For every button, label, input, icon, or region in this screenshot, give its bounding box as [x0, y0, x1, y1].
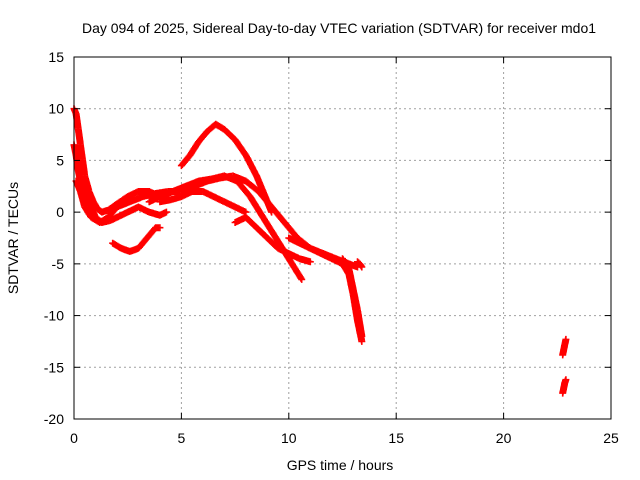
- data-point: [156, 224, 164, 232]
- data-point: [242, 177, 262, 195]
- data-point: [358, 263, 366, 271]
- data-point: [156, 188, 175, 201]
- data-point: [562, 335, 570, 343]
- data-point: [281, 219, 300, 241]
- data-point: [259, 213, 279, 241]
- series-pass-m: [559, 376, 570, 397]
- data-point: [231, 136, 249, 158]
- y-tick-label: -20: [44, 411, 64, 427]
- data-point: [263, 234, 281, 251]
- data-point: [242, 213, 259, 231]
- series-pass-h: [231, 213, 314, 266]
- x-axis-label: GPS time / hours: [287, 457, 394, 473]
- data-point: [126, 193, 145, 206]
- data-point: [177, 152, 193, 170]
- axis-ticks: 0 5 10 15 20 25 15 10 5 0 -5 -10 -15 -20: [44, 49, 619, 446]
- x-tick-label: 15: [388, 430, 404, 446]
- series-pass-g: [156, 188, 250, 216]
- data-point: [186, 139, 202, 159]
- x-tick-label: 5: [178, 430, 186, 446]
- data-point: [134, 235, 150, 252]
- data-point: [233, 177, 253, 199]
- x-tick-label: 10: [281, 430, 297, 446]
- y-tick-label: -5: [52, 256, 65, 272]
- series-pass-d: [145, 172, 306, 283]
- data-point: [104, 204, 120, 221]
- series-pass-e: [177, 120, 276, 216]
- data-point: [356, 260, 365, 270]
- data-point: [85, 198, 99, 220]
- data-point: [113, 198, 133, 211]
- data-point: [220, 125, 238, 143]
- series-pass-f: [109, 224, 164, 255]
- data-point: [354, 258, 363, 267]
- data-point: [169, 183, 188, 195]
- x-tick-label: 20: [496, 430, 512, 446]
- x-tick-label: 0: [70, 430, 78, 446]
- grid: [74, 57, 611, 419]
- data-point: [242, 151, 260, 179]
- y-tick-label: 10: [48, 101, 64, 117]
- series-pass-k: [354, 258, 366, 271]
- data-point: [253, 172, 269, 199]
- plot-frame: [73, 56, 612, 420]
- data-point: [182, 178, 201, 190]
- data-point: [195, 129, 210, 146]
- data-point: [143, 225, 159, 242]
- y-tick-label: 0: [56, 204, 64, 220]
- y-tick-label: 5: [56, 152, 64, 168]
- data-point: [253, 224, 270, 241]
- data-point: [220, 172, 240, 185]
- series-pass-j: [339, 255, 366, 340]
- y-tick-label: 15: [48, 49, 64, 65]
- y-tick-label: -15: [44, 359, 64, 375]
- data-point: [74, 125, 84, 147]
- data-point: [246, 193, 266, 220]
- data-point: [268, 208, 276, 216]
- chart-title: Day 094 of 2025, Sidereal Day-to-day VTE…: [82, 20, 596, 36]
- data-point: [298, 275, 306, 283]
- data-point: [562, 376, 570, 384]
- data-point: [162, 208, 170, 216]
- x-tick-label: 25: [603, 430, 619, 446]
- y-axis-label: SDTVAR / TECUs: [5, 182, 21, 294]
- data-point: [358, 332, 366, 340]
- data-point: [306, 258, 314, 266]
- data-point: [261, 193, 275, 215]
- series-pass-c: [72, 172, 361, 271]
- data-points: [70, 105, 570, 397]
- series-pass-l: [559, 335, 570, 359]
- y-tick-label: -10: [44, 308, 64, 324]
- data-point: [285, 255, 305, 282]
